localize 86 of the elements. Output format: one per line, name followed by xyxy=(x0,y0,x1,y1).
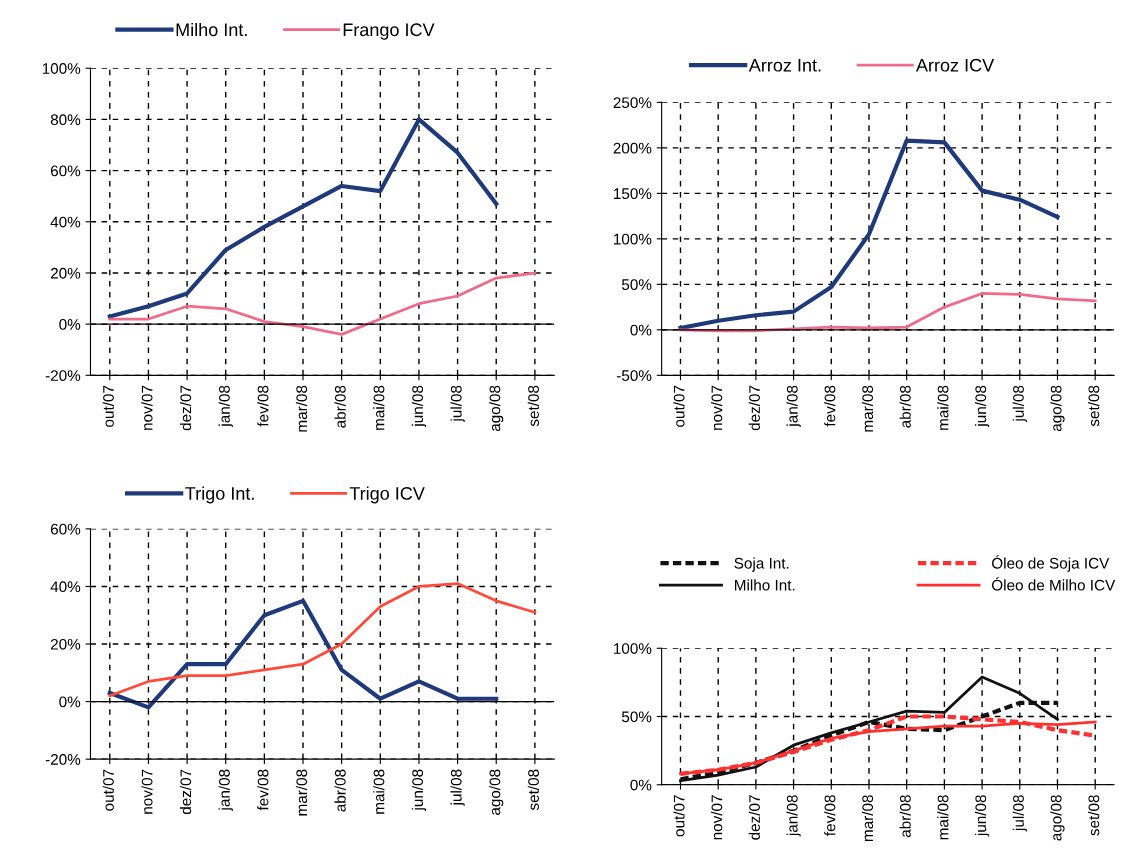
x-tick-label: out/07 xyxy=(102,769,114,811)
x-tick-label: jul/08 xyxy=(1012,795,1027,832)
y-tick-label: 40% xyxy=(50,581,81,593)
legend-label: Milho Int. xyxy=(735,579,795,591)
y-tick-label: 0% xyxy=(59,319,81,330)
x-tick-label: fev/08 xyxy=(257,769,269,811)
line-series xyxy=(679,292,1097,333)
x-tick-label: nov/07 xyxy=(711,385,723,430)
x-tick-label: mar/08 xyxy=(295,385,308,432)
x-tick-label: nov/07 xyxy=(141,385,153,430)
x-tick-label: fev/08 xyxy=(824,795,836,836)
x-tick-label: out/07 xyxy=(673,795,685,837)
x-tick-label: jan/08 xyxy=(218,769,233,811)
x-tick-label: set/08 xyxy=(527,769,539,811)
x-tick-label: set/08 xyxy=(1088,385,1100,427)
y-tick-label: 150% xyxy=(614,188,652,200)
y-tick-label: 0% xyxy=(630,324,652,336)
x-tick-label: dez/07 xyxy=(748,385,760,431)
y-tick-label: 0% xyxy=(630,779,652,791)
x-tick-label: jul/08 xyxy=(1012,385,1027,422)
line-series xyxy=(107,117,499,319)
x-tick-label: jan/08 xyxy=(786,795,801,837)
y-tick-label: 20% xyxy=(50,638,81,650)
legend-label: Arroz ICV xyxy=(915,58,995,72)
x-tick-label: jul/08 xyxy=(450,385,465,422)
x-tick-label: mar/08 xyxy=(295,769,308,816)
x-tick-label: abr/08 xyxy=(334,769,346,812)
x-tick-label: mai/08 xyxy=(937,795,949,840)
legend-label: Milho Int. xyxy=(176,22,247,37)
legend-label: Óleo de Soja ICV xyxy=(992,555,1110,572)
x-tick-label: jan/08 xyxy=(218,385,233,428)
x-tick-label: out/07 xyxy=(102,385,114,427)
y-tick-label: 50% xyxy=(621,711,652,723)
x-tick-label: jun/08 xyxy=(974,385,990,428)
x-tick-label: abr/08 xyxy=(334,385,346,428)
y-tick-label: 60% xyxy=(50,523,81,535)
x-tick-label: dez/07 xyxy=(179,769,192,815)
y-tick-label: 250% xyxy=(613,97,652,109)
x-tick-label: ago/08 xyxy=(1050,795,1065,841)
x-tick-label: abr/08 xyxy=(899,795,911,838)
legend-label: Trigo Int. xyxy=(185,486,254,504)
legend-label: Óleo de Milho ICV xyxy=(992,577,1116,591)
x-tick-label: mai/08 xyxy=(373,385,385,430)
line-series xyxy=(108,582,537,698)
y-tick-label: 60% xyxy=(50,165,81,177)
x-tick-label: ago/08 xyxy=(489,385,504,432)
x-tick-label: jul/08 xyxy=(450,769,465,806)
x-tick-label: jun/08 xyxy=(411,769,427,811)
legend-label: Trigo ICV xyxy=(349,486,425,504)
y-tick-label: -20% xyxy=(45,370,81,382)
x-tick-label: ago/08 xyxy=(489,769,504,815)
legend-label: Soja Int. xyxy=(734,557,789,572)
y-tick-label: 100% xyxy=(42,63,81,74)
y-tick-label: -20% xyxy=(45,754,81,765)
x-tick-label: dez/07 xyxy=(179,385,192,431)
legend-label: Arroz Int. xyxy=(748,59,821,72)
x-tick-label: jun/08 xyxy=(411,385,427,428)
x-tick-label: mar/08 xyxy=(861,385,874,432)
y-tick-label: 20% xyxy=(50,267,81,279)
x-tick-label: mai/08 xyxy=(373,769,385,814)
y-tick-label: 40% xyxy=(50,216,81,228)
y-tick-label: 100% xyxy=(614,233,652,245)
y-tick-label: 50% xyxy=(621,279,652,291)
x-tick-label: jun/08 xyxy=(974,795,990,837)
y-tick-label: 200% xyxy=(613,142,652,154)
line-series xyxy=(108,271,537,336)
x-tick-label: ago/08 xyxy=(1050,385,1065,432)
x-tick-label: fev/08 xyxy=(257,385,269,427)
x-tick-label: mai/08 xyxy=(937,385,949,430)
x-tick-label: set/08 xyxy=(1088,795,1100,836)
x-tick-label: out/07 xyxy=(673,385,685,427)
x-tick-label: nov/07 xyxy=(141,769,153,814)
x-tick-label: jan/08 xyxy=(786,385,801,428)
line-series xyxy=(107,598,499,710)
x-tick-label: dez/07 xyxy=(748,795,760,840)
x-tick-label: set/08 xyxy=(527,385,539,427)
x-tick-label: mar/08 xyxy=(861,795,874,842)
x-tick-label: nov/07 xyxy=(711,795,723,840)
y-tick-label: 100% xyxy=(614,643,652,654)
line-series xyxy=(678,138,1060,331)
y-tick-label: 0% xyxy=(59,696,81,708)
y-tick-label: -50% xyxy=(616,370,652,382)
x-tick-label: fev/08 xyxy=(824,385,836,427)
y-tick-label: 80% xyxy=(50,114,81,126)
legend-label: Frango ICV xyxy=(343,23,435,40)
x-tick-label: abr/08 xyxy=(899,385,911,428)
